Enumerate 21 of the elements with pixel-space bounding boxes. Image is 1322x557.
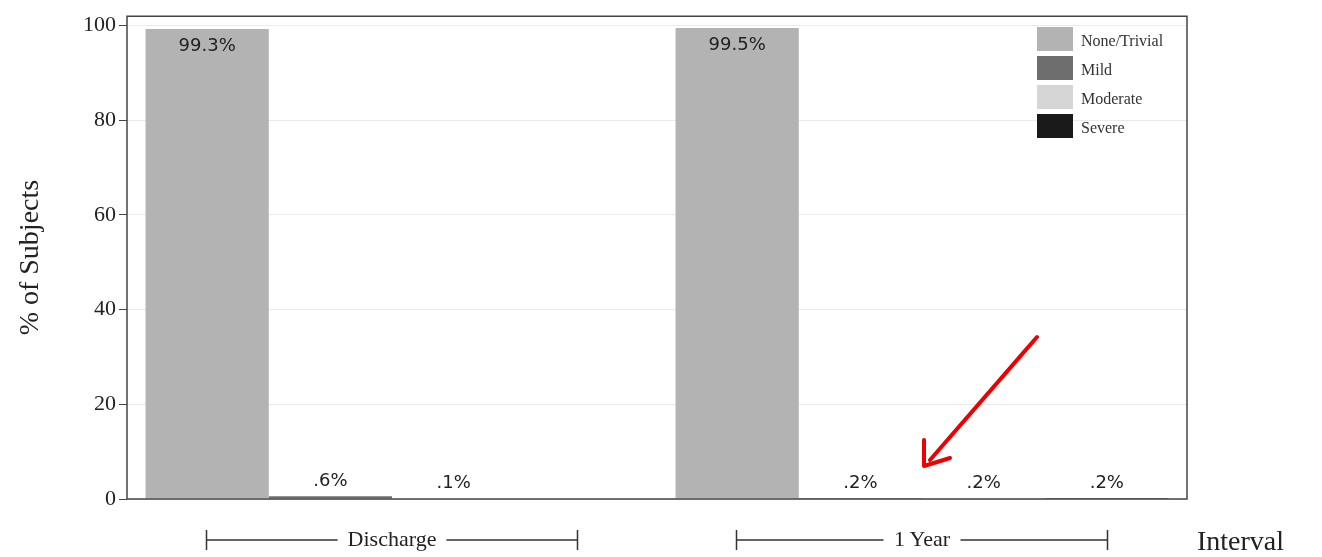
data-label: 99.5% (708, 32, 766, 54)
data-label: .1% (436, 471, 471, 493)
data-label: .6% (313, 468, 348, 490)
legend-label: Severe (1081, 117, 1125, 137)
data-label: .2% (843, 470, 878, 492)
legend-label: None/Trivial (1081, 30, 1164, 50)
legend-label: Moderate (1081, 88, 1143, 108)
y-tick-label: 80 (94, 106, 116, 132)
y-tick-label: 100 (83, 11, 116, 37)
x-tick-label: 1 Year (893, 525, 951, 551)
data-label: .2% (966, 470, 1001, 492)
y-axis-title: % of Subjects (13, 179, 45, 336)
y-tick-label: 20 (94, 390, 116, 416)
y-tick-label: 60 (94, 200, 116, 226)
legend-label: Mild (1081, 59, 1113, 79)
y-tick-label: 0 (105, 484, 116, 510)
x-tick-label: Discharge (347, 525, 437, 551)
data-label: 99.3% (178, 33, 236, 55)
data-label: .2% (1089, 470, 1124, 492)
x-axis-title: Interval (1197, 525, 1285, 557)
y-tick-label: 40 (94, 295, 116, 321)
